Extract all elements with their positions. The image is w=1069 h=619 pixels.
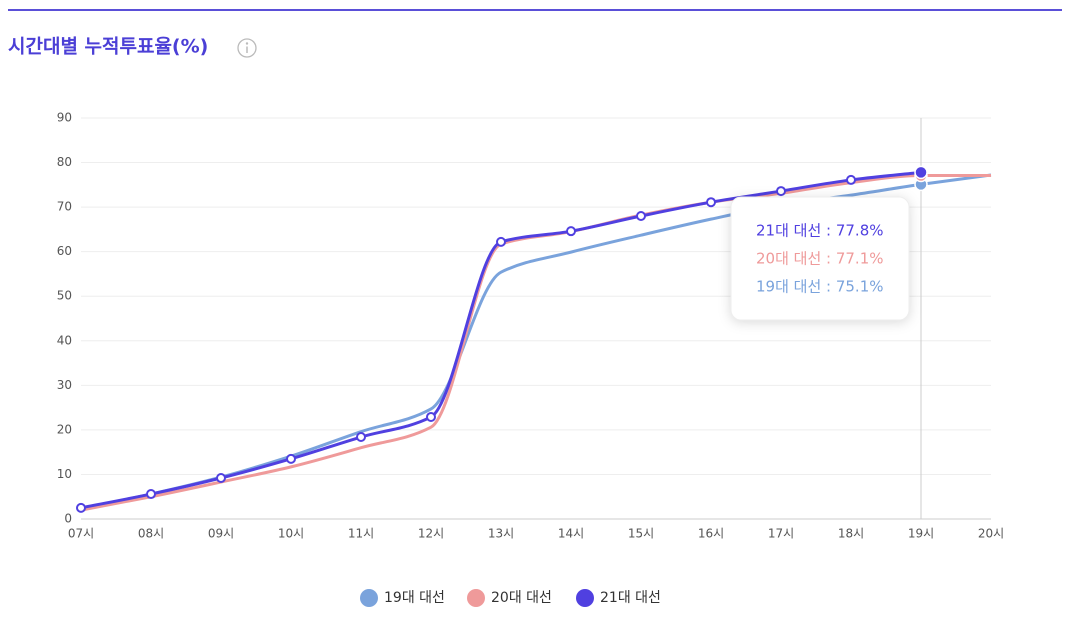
y-tick-label: 90 — [57, 111, 72, 125]
tooltip-box — [730, 196, 910, 321]
x-tick-label: 17시 — [768, 527, 794, 541]
point — [356, 432, 366, 443]
tooltip: 21대 대선 : 77.8% 20대 대선 : 77.1% 19대 대선 : 75.… — [730, 196, 910, 321]
x-tick-label: 11시 — [348, 527, 374, 541]
point — [566, 226, 576, 237]
point — [146, 489, 156, 500]
point — [76, 502, 86, 513]
chart-title: 시간대별 누적투표율(%) — [8, 36, 208, 58]
point — [636, 211, 646, 222]
legend-item[interactable]: 19대 대선 — [360, 589, 445, 607]
x-tick-label: 07시 — [68, 527, 94, 541]
x-tick-label: 15시 — [628, 527, 654, 541]
point — [776, 186, 786, 197]
legend-label: 19대 대선 — [384, 590, 445, 606]
y-tick-label: 20 — [57, 422, 72, 436]
info-icon[interactable] — [237, 38, 257, 58]
point — [216, 473, 226, 484]
legend-swatch — [360, 589, 378, 607]
point — [496, 236, 506, 247]
x-tick-label: 12시 — [418, 527, 444, 541]
y-tick-label: 50 — [57, 289, 72, 303]
legend-label: 21대 대선 — [600, 590, 661, 606]
x-tick-label: 09시 — [208, 527, 234, 541]
legend-swatch — [467, 589, 485, 607]
x-tick-label: 10시 — [278, 527, 304, 541]
y-tick-label: 10 — [57, 467, 72, 481]
x-tick-label: 16시 — [698, 527, 724, 541]
y-tick-label: 80 — [57, 155, 72, 169]
x-tick-label: 08시 — [138, 527, 164, 541]
y-tick-label: 70 — [57, 200, 72, 214]
point — [706, 197, 716, 208]
legend-item[interactable]: 20대 대선 — [467, 589, 552, 607]
y-tick-label: 30 — [57, 378, 72, 392]
legend-label: 20대 대선 — [491, 590, 552, 606]
tooltip-line: 21대 대선 : 77.8% — [756, 222, 884, 240]
point — [286, 453, 296, 464]
x-tick-label: 18시 — [838, 527, 864, 541]
x-tick-label: 14시 — [558, 527, 584, 541]
y-tick-label: 0 — [64, 512, 72, 526]
point — [426, 411, 436, 422]
point — [846, 174, 856, 185]
x-tick-label: 19시 — [908, 527, 934, 541]
hover-point — [914, 165, 928, 180]
x-tick-label: 20시 — [978, 527, 1004, 541]
tooltip-line: 20대 대선 : 77.1% — [756, 250, 884, 268]
y-tick-label: 40 — [57, 333, 72, 347]
series-line — [80, 173, 991, 512]
x-tick-label: 13시 — [488, 527, 514, 541]
y-tick-label: 60 — [57, 244, 72, 258]
legend-swatch — [576, 589, 594, 607]
tooltip-line: 19대 대선 : 75.1% — [756, 278, 884, 296]
legend-item[interactable]: 21대 대선 — [576, 589, 661, 607]
